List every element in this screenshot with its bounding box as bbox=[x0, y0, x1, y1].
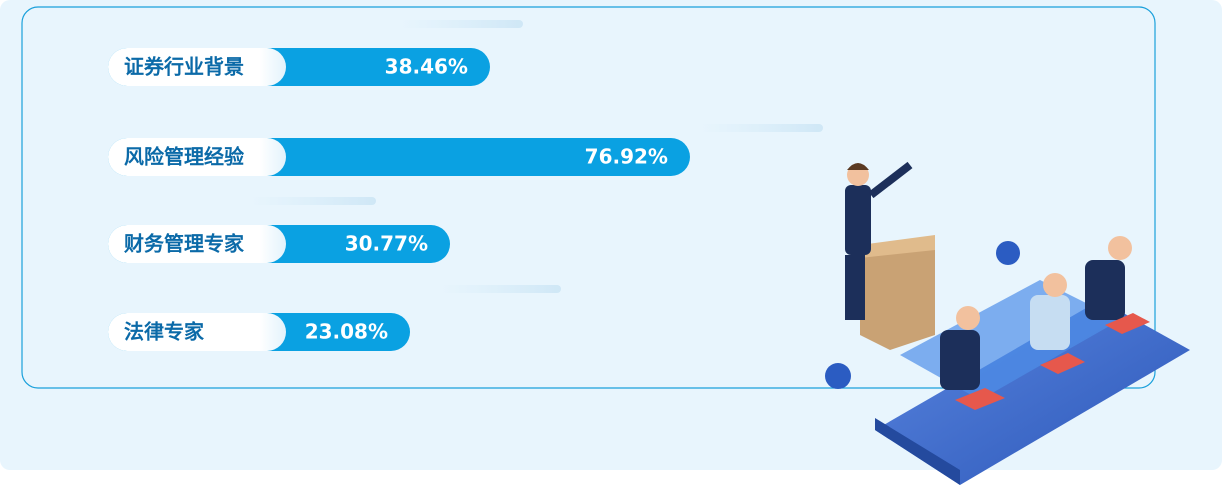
illustration bbox=[825, 161, 1190, 485]
value-label: 38.46% bbox=[385, 55, 468, 79]
category-label: 法律专家 bbox=[124, 320, 205, 344]
category-pill bbox=[108, 48, 286, 86]
category-label: 财务管理专家 bbox=[124, 232, 245, 256]
decor-streaks bbox=[250, 20, 823, 293]
value-label: 76.92% bbox=[585, 145, 668, 169]
frame bbox=[21, 6, 1156, 389]
category-pill bbox=[108, 138, 286, 176]
bars: 证券行业背景 38.46% 风险管理经验 76.92% 财务管理专家 30.77% 法律专家… bbox=[108, 48, 690, 351]
value-label: 30.77% bbox=[345, 232, 428, 256]
category-label: 证券行业背景 bbox=[124, 55, 244, 79]
category-pill bbox=[108, 225, 286, 263]
category-pill bbox=[108, 313, 286, 351]
category-label: 风险管理经验 bbox=[124, 145, 244, 169]
value-label: 23.08% bbox=[305, 320, 388, 344]
